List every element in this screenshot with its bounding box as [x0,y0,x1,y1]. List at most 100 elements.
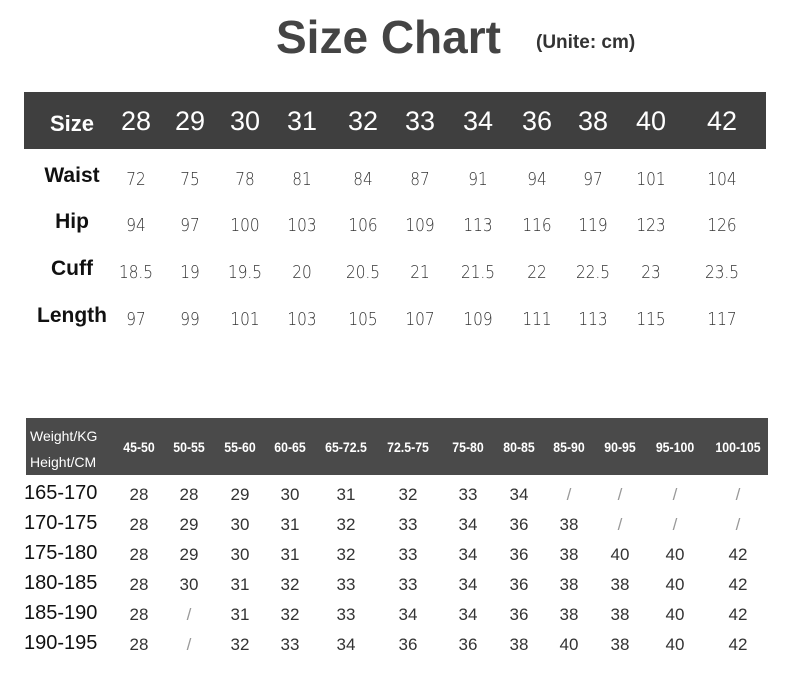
fit-cell: 33 [398,545,418,564]
fit-cell: 30 [230,545,250,564]
height-row-label: 180-185 [24,572,98,594]
size-row-label: Waist [44,164,100,187]
height-label: Height/CM [30,454,97,470]
fit-cell: 40 [665,575,685,594]
height-row-label: 175-180 [24,542,98,564]
fit-cell: 32 [398,485,418,504]
fit-cell: 31 [280,515,300,534]
fit-cell: / [617,485,623,504]
fit-cell: 40 [665,605,685,624]
fit-cell: 40 [665,635,685,654]
fit-cell: / [735,485,741,504]
size-cell: 113 [463,215,493,236]
weight-header-cell: 85-90 [553,439,585,455]
weight-header-cell: 50-55 [173,439,205,455]
fit-cell: 36 [509,575,529,594]
fit-cell: 30 [230,515,250,534]
fit-cell: / [186,605,192,624]
weight-header-cell: 80-85 [503,439,535,455]
fit-cell: 33 [398,515,418,534]
size-header-cell: 32 [347,106,379,136]
fit-cell: / [566,485,572,504]
page-title: Size Chart [276,11,501,63]
fit-cell: 38 [509,635,529,654]
size-cell: 126 [707,215,737,236]
size-cell: 103 [287,215,317,236]
size-cell: 109 [405,215,435,236]
fit-cell: 36 [509,605,529,624]
size-cell: 87 [410,169,430,190]
fit-cell: / [186,635,192,654]
weight-header-cell: 100-105 [715,439,761,455]
size-header-cell: 31 [286,106,318,136]
fit-cell: / [672,515,678,534]
fit-cell: 40 [559,635,579,654]
fit-cell: 33 [458,485,478,504]
height-row-label: 170-175 [24,512,98,534]
weight-header-cell: 95-100 [655,439,695,455]
fit-cell: 28 [129,515,149,534]
size-cell: 106 [348,215,378,236]
fit-cell: 31 [336,485,356,504]
fit-cell: 38 [559,605,579,624]
weight-label: Weight/KG [30,428,98,444]
fit-cell: 36 [458,635,478,654]
weight-header-cell: 65-72.5 [325,439,367,455]
fit-cell: 33 [280,635,300,654]
size-cell: 22.5 [575,262,611,283]
fit-cell: 28 [129,635,149,654]
size-cell: 20.5 [345,262,381,283]
fit-cell: 36 [509,545,529,564]
fit-cell: 33 [336,605,356,624]
height-row-label: 190-195 [24,632,98,654]
size-cell: 72 [126,169,146,190]
fit-cell: 31 [280,545,300,564]
fit-cell: 32 [336,515,356,534]
fit-cell: 34 [458,545,478,564]
size-cell: 21 [410,262,430,283]
fit-cell: 32 [280,605,300,624]
height-row-label: 165-170 [24,482,98,504]
fit-cell: / [617,515,623,534]
fit-cell: 34 [509,485,529,504]
fit-cell: / [672,485,678,504]
size-cell: 81 [292,169,312,190]
size-cell: 97 [180,215,200,236]
weight-header-cell: 75-80 [452,439,484,455]
fit-cell: 31 [230,575,250,594]
size-cell: 99 [180,309,200,330]
weight-header-cell: 90-95 [604,439,636,455]
size-row-label: Cuff [51,257,93,280]
size-cell: 104 [707,169,737,190]
size-row-label: Hip [55,210,89,233]
fit-cell: 40 [610,545,630,564]
weight-header-cell: 60-65 [274,439,306,455]
size-header-cell: 42 [706,106,738,136]
size-cell: 100 [230,215,260,236]
size-cell: 117 [707,309,737,330]
size-cell: 78 [235,169,255,190]
fit-header-bar [26,418,768,475]
height-row-label: 185-190 [24,602,98,624]
fit-cell: 38 [559,575,579,594]
size-cell: 23 [641,262,661,283]
fit-cell: 28 [179,485,199,504]
fit-cell: 29 [179,545,199,564]
size-header-bar [24,92,766,149]
size-cell: 105 [348,309,378,330]
size-header-cell: 30 [229,106,261,136]
size-cell: 94 [126,215,146,236]
size-cell: 101 [230,309,260,330]
fit-cell: 34 [458,605,478,624]
size-cell: 84 [353,169,373,190]
size-cell: 20 [292,262,312,283]
size-cell: 18.5 [118,262,154,283]
fit-cell: 34 [458,575,478,594]
size-cell: 119 [578,215,608,236]
size-cell: 22 [527,262,547,283]
fit-cell: 28 [129,575,149,594]
size-cell: 97 [126,309,146,330]
fit-cell: 42 [728,545,748,564]
weight-header-cell: 72.5-75 [387,439,429,455]
fit-cell: 38 [610,575,630,594]
